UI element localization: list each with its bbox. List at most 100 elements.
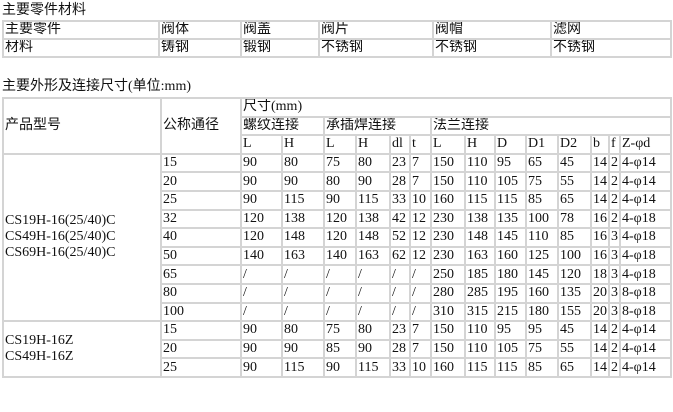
table-cell: 85 (323, 338, 357, 360)
table-cell: 78 (557, 208, 592, 230)
table-cell: 3 (608, 264, 621, 285)
table-cell: 8-φ18 (618, 282, 673, 304)
table-cell: 80 (355, 320, 391, 341)
table-cell: 20 (160, 338, 242, 360)
table-cell: 75 (525, 338, 559, 360)
table-cell: 105 (494, 338, 527, 360)
column-header: D (494, 134, 527, 155)
table-cell: 55 (557, 171, 592, 192)
table-cell: 110 (464, 171, 496, 192)
table-cell: / (323, 301, 357, 323)
table-cell: / (355, 301, 391, 323)
table-cell: 52 (389, 227, 411, 248)
table-cell: / (409, 282, 432, 304)
table-cell: 50 (160, 245, 242, 267)
table-cell: 280 (430, 282, 466, 304)
table-cell: 90 (323, 357, 357, 378)
table-row: 主要零件 阀体 阀盖 阀片 阀帽 滤网 (2, 20, 672, 40)
table-cell: 65 (525, 152, 559, 174)
table-cell: 138 (281, 208, 325, 230)
model-name: CS69H-16(25/40)C (5, 245, 116, 261)
table-cell: / (355, 264, 391, 285)
table-cell: 145 (494, 227, 527, 248)
table-cell: 4-φ18 (618, 227, 673, 248)
column-header: L (430, 134, 466, 155)
group-flange: 法兰连接 (429, 115, 673, 137)
table-cell: 90 (240, 338, 283, 360)
table-cell: 120 (323, 208, 357, 230)
table-cell: 148 (355, 227, 391, 248)
table-cell: / (281, 301, 325, 323)
table-cell: 120 (240, 208, 283, 230)
table-cell: 4-φ14 (618, 171, 673, 192)
table-cell: 120 (240, 227, 283, 248)
table-cell: 4-φ18 (618, 245, 673, 267)
table-cell: 90 (355, 171, 391, 192)
table-cell: 62 (389, 245, 411, 267)
table-cell: / (240, 301, 283, 323)
table-cell: 7 (409, 320, 432, 341)
table-cell: 90 (240, 189, 283, 211)
table-cell: 12 (409, 208, 432, 230)
table-cell: 4-φ14 (618, 320, 673, 341)
model-cell: CS19H-16Z CS49H-16Z (2, 320, 162, 378)
table-cell: 不锈钢 (432, 38, 552, 58)
table-cell: / (409, 264, 432, 285)
table-cell: 145 (525, 264, 559, 285)
table-cell: 45 (557, 320, 592, 341)
table-cell: 90 (355, 338, 391, 360)
table-cell: 125 (525, 245, 559, 267)
group-socket-weld: 承插焊连接 (323, 115, 432, 137)
column-header: D1 (525, 134, 559, 155)
table-cell: 不锈钢 (550, 38, 672, 58)
table-cell: 230 (430, 245, 466, 267)
table-cell: 75 (525, 171, 559, 192)
table-cell: 20 (590, 301, 610, 323)
table-cell: 90 (240, 152, 283, 174)
table-cell: 65 (160, 264, 242, 285)
table-cell: 4-φ18 (618, 208, 673, 230)
table-cell: 138 (355, 208, 391, 230)
table-cell: 2 (608, 338, 621, 360)
table-cell: 90 (281, 338, 325, 360)
table-cell: 3 (608, 245, 621, 267)
table-cell: 14 (590, 171, 610, 192)
table-cell: 138 (464, 208, 496, 230)
table-cell: 90 (240, 320, 283, 341)
table-cell: 155 (557, 301, 592, 323)
table-cell: 90 (281, 171, 325, 192)
table-cell: / (409, 301, 432, 323)
table-cell: 80 (160, 282, 242, 304)
table-cell: 12 (409, 227, 432, 248)
table-cell: 40 (160, 227, 242, 248)
table-cell: 195 (494, 282, 527, 304)
table-cell: 75 (323, 152, 357, 174)
table-cell: 150 (430, 152, 466, 174)
header-dn: 公称通径 (160, 97, 242, 155)
table-cell: 85 (525, 357, 559, 378)
table-cell: 25 (160, 357, 242, 378)
header-size: 尺寸(mm) (239, 97, 673, 118)
table-cell: / (281, 282, 325, 304)
table-cell: 4-φ14 (618, 357, 673, 378)
table-cell: 115 (494, 189, 527, 211)
table-cell: 18 (590, 264, 610, 285)
table-cell: 16 (590, 227, 610, 248)
table-cell: 163 (281, 245, 325, 267)
table-cell: 115 (281, 189, 325, 211)
table-cell: 310 (430, 301, 466, 323)
table-cell: 4-φ14 (618, 338, 673, 360)
table-cell: 80 (281, 152, 325, 174)
table-cell: 250 (430, 264, 466, 285)
table-cell: 148 (281, 227, 325, 248)
table-cell: 主要零件 (2, 20, 160, 40)
column-header: L (323, 134, 357, 155)
table-cell: 115 (464, 357, 496, 378)
table-cell: 100 (557, 245, 592, 267)
table-cell: 160 (494, 245, 527, 267)
table-cell: 230 (430, 208, 466, 230)
table-cell: 285 (464, 282, 496, 304)
table-cell: 150 (430, 171, 466, 192)
